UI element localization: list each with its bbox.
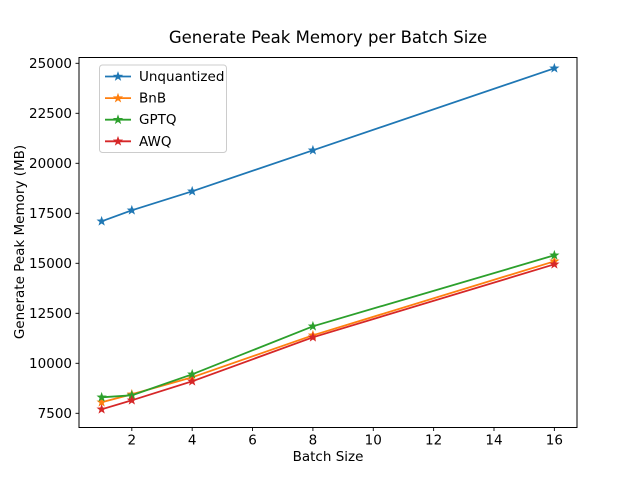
x-tick-label: 10 <box>365 433 382 449</box>
chart-title: Generate Peak Memory per Batch Size <box>168 28 488 47</box>
awq-marker <box>307 331 319 342</box>
unquantized-marker <box>126 204 137 215</box>
y-tick-label: 7500 <box>38 406 72 422</box>
y-tick-label: 12500 <box>29 306 72 322</box>
y-axis-title: Generate Peak Memory (MB) <box>12 144 28 340</box>
gptq-marker <box>126 389 137 400</box>
unquantized-marker <box>96 215 107 226</box>
legend-entry-awq: AWQ <box>105 134 171 150</box>
legend-marker-swatch <box>112 71 124 81</box>
x-tick-label: 2 <box>128 433 137 449</box>
x-tick-label: 6 <box>248 433 257 449</box>
axis-ticks: 7500 10000 12500 15000 17500 20000 22500 25000 2… <box>29 56 563 449</box>
awq-marker <box>96 403 107 414</box>
x-tick-label: 12 <box>425 433 442 449</box>
awq-marker <box>126 394 137 405</box>
y-tick-label: 17500 <box>29 206 72 222</box>
y-tick-label: 25000 <box>29 56 72 72</box>
legend-label: AWQ <box>139 134 171 150</box>
unquantized-marker <box>549 62 560 73</box>
y-tick-label: 15000 <box>29 256 72 272</box>
unquantized-marker <box>307 144 319 155</box>
bnb-marker <box>96 396 107 407</box>
awq-line <box>100 263 556 411</box>
legend-entry-bnb: BnB <box>105 91 166 107</box>
legend: Unquantized BnB GPTQ AWQ <box>99 64 227 153</box>
gptq-marker <box>307 320 319 331</box>
series-unquantized <box>96 62 560 226</box>
gptq-marker <box>187 368 198 379</box>
y-tick-label: 20000 <box>29 156 72 172</box>
legend-label: BnB <box>139 91 166 107</box>
x-tick-label: 8 <box>309 433 318 449</box>
gptq-marker <box>96 391 107 402</box>
legend-marker-swatch <box>112 114 124 125</box>
x-tick-label: 4 <box>188 433 197 449</box>
y-tick-label: 22500 <box>29 106 72 122</box>
series-awq <box>96 258 560 414</box>
legend-marker-swatch <box>112 135 124 146</box>
awq-marker <box>549 258 560 269</box>
x-tick-label: 16 <box>546 433 563 449</box>
series-gptq <box>96 249 560 402</box>
legend-label: Unquantized <box>139 69 224 85</box>
legend-entry-gptq: GPTQ <box>105 112 176 128</box>
awq-marker <box>187 375 198 386</box>
legend-marker-swatch <box>112 92 124 103</box>
legend-entry-unquantized: Unquantized <box>105 69 224 85</box>
y-tick-label: 10000 <box>29 356 72 372</box>
legend-box <box>99 64 227 153</box>
axes-frame <box>78 57 578 428</box>
x-axis-title: Batch Size <box>292 449 364 465</box>
gptq-line <box>100 254 556 399</box>
unquantized-marker <box>187 185 198 196</box>
x-tick-label: 14 <box>485 433 502 449</box>
gptq-marker <box>549 249 560 260</box>
legend-label: GPTQ <box>139 112 176 128</box>
